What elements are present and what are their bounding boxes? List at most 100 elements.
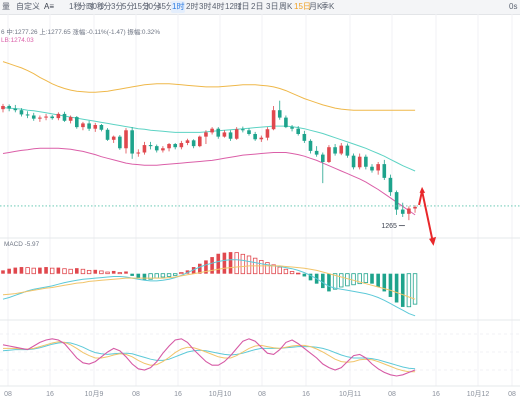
candle-body-20: [124, 130, 128, 149]
timeframe-3时[interactable]: 3时: [199, 2, 212, 11]
candle-body-27: [167, 144, 171, 149]
candle-body-55: [339, 145, 344, 154]
timeframe-1时[interactable]: 1时: [171, 1, 186, 13]
timeframe-分时[interactable]: 分时: [78, 2, 94, 11]
indicator-button[interactable]: A≡: [44, 2, 55, 11]
candle-body-64: [394, 192, 399, 210]
macd-bar-34: [210, 257, 214, 274]
candle-body-31: [191, 140, 196, 147]
macd-bar-40: [246, 255, 252, 275]
osc-line-2: [3, 341, 416, 373]
macd-bar-36: [222, 252, 227, 274]
timeframe-2时[interactable]: 2时: [186, 2, 199, 11]
macd-bar-59: [363, 273, 369, 283]
macd-dif-line: [2, 259, 416, 317]
candle-body-13: [81, 123, 85, 128]
macd-bar-6: [38, 267, 42, 274]
candle-body-10: [62, 113, 67, 121]
forecast-arrow: [418, 186, 437, 246]
candle-body-22: [136, 152, 141, 154]
macd-bar-3: [19, 267, 24, 274]
candle-body-59: [364, 156, 368, 167]
macd-bar-37: [228, 252, 233, 274]
macd-bar-56: [345, 273, 350, 287]
candle-body-39: [241, 129, 245, 131]
x-tick-label-3: 08: [132, 391, 140, 398]
custom-timeframe-button[interactable]: 自定义: [16, 2, 40, 11]
macd-bar-35: [216, 253, 221, 274]
x-tick-label-10: 16: [432, 391, 440, 398]
x-tick-label-6: 08: [258, 391, 266, 398]
macd-bar-49: [302, 273, 307, 277]
macd-bar-53: [327, 273, 331, 292]
macd-bar-21: [130, 273, 134, 276]
timeframe-30分[interactable]: 30分: [144, 2, 161, 11]
candle-body-54: [333, 147, 337, 154]
forecast-arrow-head-bottom: [429, 236, 437, 246]
macd-bar-14: [86, 269, 92, 275]
macd-bar-55: [339, 273, 344, 288]
timeframe-4时[interactable]: 4时: [212, 2, 225, 11]
timeframe-2日[interactable]: 2日: [251, 2, 264, 11]
macd-bar-30: [185, 270, 190, 274]
chevron-down-icon[interactable]: ⌄: [33, 0, 41, 10]
macd-bar-28: [172, 273, 178, 276]
macd-bar-11: [68, 268, 73, 275]
candles: [1, 100, 417, 221]
candle-body-6: [38, 117, 42, 119]
timeframe-月K[interactable]: 月K: [309, 2, 323, 11]
timeframe-1日[interactable]: 1日: [237, 2, 250, 11]
macd-bar-45: [277, 266, 282, 275]
forecast-arrow-line: [418, 190, 435, 244]
candle-body-57: [351, 155, 356, 168]
macd-bar-44: [271, 264, 276, 275]
candle-body-0: [1, 105, 5, 110]
candle-body-19: [118, 136, 122, 149]
macd-bar-22: [136, 273, 141, 279]
candle-body-12: [75, 117, 79, 128]
timeframe-15日[interactable]: 15日: [294, 2, 311, 11]
osc-line-3: [2, 341, 416, 370]
timeframe-3日[interactable]: 3日: [266, 2, 279, 11]
macd-bar-60: [370, 273, 374, 284]
timeframe-30秒[interactable]: 30秒: [88, 2, 105, 11]
timeframe-45分[interactable]: 45分: [157, 2, 174, 11]
macd-bar-4: [25, 267, 30, 275]
macd-bar-5: [31, 267, 36, 275]
macd-bar-57: [351, 273, 356, 286]
timeframe-1秒[interactable]: 1秒: [69, 2, 82, 11]
timeframe-5分[interactable]: 5分: [122, 2, 135, 11]
grid-lines: [7, 14, 513, 386]
macd-bar-46: [283, 268, 289, 275]
candle-body-14: [87, 123, 91, 129]
candle-body-26: [161, 148, 165, 151]
candle-body-42: [259, 137, 264, 140]
timeframe-1分[interactable]: 1分: [99, 2, 112, 11]
macd-bar-62: [382, 273, 387, 292]
candle-body-52: [321, 154, 325, 162]
x-tick-label-0: 08: [4, 391, 12, 398]
timeframe-周K[interactable]: 周K: [279, 2, 293, 11]
candle-body-15: [93, 125, 98, 129]
macd-bar-43: [265, 262, 270, 275]
timeframe-15分[interactable]: 15分: [133, 2, 150, 11]
boll-lower-readout: LB:1274.03: [1, 37, 34, 44]
macd-bar-9: [56, 267, 61, 274]
macd-bar-25: [154, 273, 159, 279]
macd-bar-8: [50, 267, 55, 275]
timeframe-3分[interactable]: 3分: [111, 2, 124, 11]
timeframe-季K[interactable]: 季K: [321, 2, 335, 11]
macd-bar-33: [204, 260, 208, 274]
candle-body-46: [284, 117, 288, 128]
candle-body-56: [345, 145, 350, 156]
macd-bar-24: [148, 273, 153, 280]
x-tick-label-4: 16: [174, 391, 182, 398]
candle-body-36: [222, 132, 227, 137]
candle-body-63: [388, 177, 393, 193]
macd-bar-26: [160, 273, 166, 278]
refresh-interval[interactable]: 0s: [509, 2, 518, 11]
timeframe-12时[interactable]: 12时: [225, 2, 242, 11]
macd-bar-15: [93, 269, 98, 274]
